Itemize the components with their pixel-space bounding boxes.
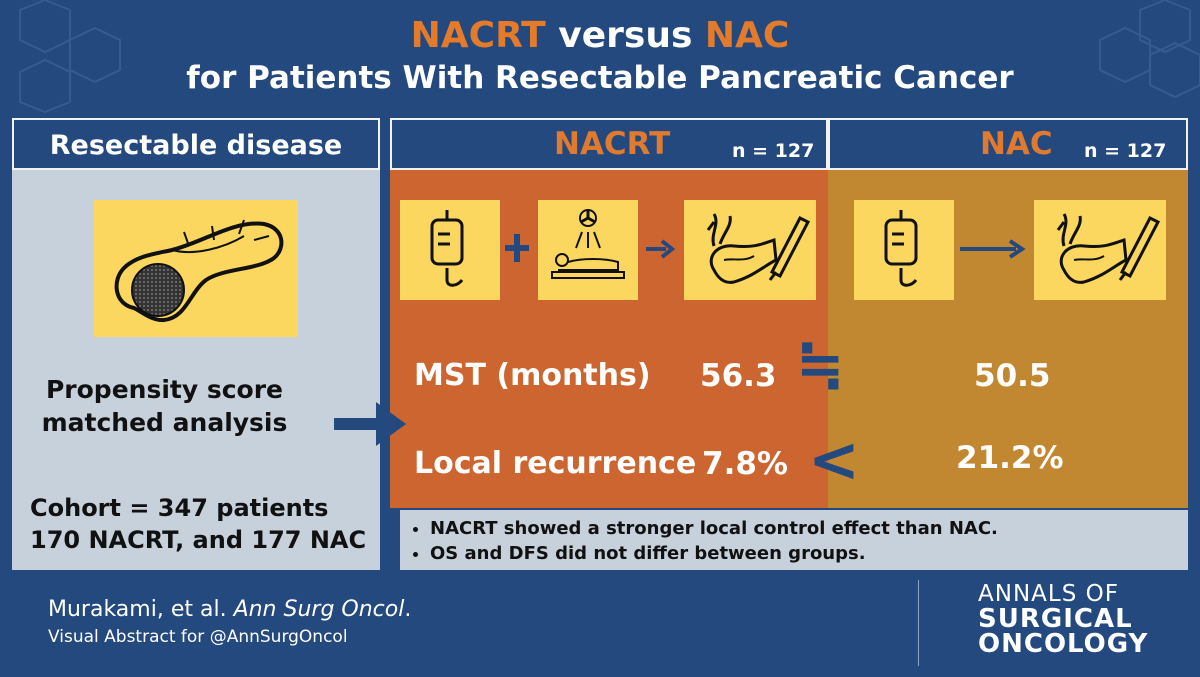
- journal-logo: ANNALS OF SURGICAL ONCOLOGY: [978, 581, 1149, 659]
- logo-line-2: SURGICAL: [978, 604, 1133, 634]
- nacrt-title: NACRT: [554, 126, 671, 162]
- nacrt-header: NACRT n = 127: [390, 118, 828, 170]
- footer-divider: [918, 580, 919, 666]
- plus-icon: [503, 228, 531, 268]
- cohort-line-1: Cohort = 347 patients: [30, 494, 329, 522]
- findings-box: NACRT showed a stronger local control ef…: [400, 510, 1188, 570]
- arrow-right-icon: [958, 238, 1026, 260]
- nacrt-n: n = 127: [732, 140, 815, 162]
- arrow-right-icon: [330, 398, 410, 450]
- pancreas-surgery-icon: [684, 200, 816, 300]
- iv-bag-icon: [400, 200, 500, 300]
- nac-recurrence-value: 21.2%: [956, 440, 1064, 476]
- cohort-line-2: 170 NACRT, and 177 NAC: [30, 526, 367, 554]
- nac-title: NAC: [980, 126, 1053, 162]
- citation-line: Murakami, et al. Ann Surg Oncol.: [48, 596, 411, 624]
- pancreas-tumor-icon: [94, 200, 298, 337]
- recurrence-comparison-symbol: <: [808, 423, 860, 496]
- citation-authors: Murakami, et al.: [48, 597, 234, 622]
- title: NACRT versus NAC for Patients With Resec…: [0, 14, 1200, 98]
- cohort-text: Cohort = 347 patients 170 NACRT, and 177…: [30, 492, 375, 556]
- mst-comparison-symbol: ≒: [796, 330, 845, 398]
- pancreas-surgery-icon: [1034, 200, 1166, 300]
- nacrt-panel: MST (months) 56.3 Local recurrence 7.8%: [390, 170, 828, 508]
- nac-n: n = 127: [1084, 140, 1167, 162]
- finding-1: NACRT showed a stronger local control ef…: [430, 516, 1188, 541]
- nacrt-recurrence-value: 7.8%: [702, 446, 788, 482]
- title-line-1: NACRT versus NAC: [0, 14, 1200, 58]
- iv-bag-icon: [854, 200, 954, 300]
- nac-panel: 50.5 21.2%: [828, 170, 1188, 508]
- radiation-therapy-icon: [538, 200, 638, 300]
- logo-line-1: ANNALS OF: [978, 581, 1119, 607]
- citation-journal: Ann Surg Oncol: [233, 597, 405, 622]
- left-panel: Propensity score matched analysis Cohort…: [12, 170, 380, 570]
- method-line-1: Propensity score: [45, 375, 284, 404]
- finding-2: OS and DFS did not differ between groups…: [430, 541, 1188, 566]
- visual-abstract-credit: Visual Abstract for @AnnSurgOncol: [48, 627, 348, 647]
- logo-line-3: ONCOLOGY: [978, 629, 1149, 659]
- method-line-2: matched analysis: [41, 408, 288, 437]
- citation-end: .: [404, 597, 412, 622]
- title-versus: versus: [545, 15, 705, 56]
- nacrt-mst-value: 56.3: [700, 358, 777, 394]
- citation: Murakami, et al. Ann Surg Oncol. Visual …: [48, 596, 411, 650]
- method-text: Propensity score matched analysis: [12, 373, 317, 439]
- title-term-nacrt: NACRT: [410, 15, 546, 56]
- title-line-2: for Patients With Resectable Pancreatic …: [186, 60, 1014, 96]
- left-panel-header: Resectable disease: [12, 118, 380, 170]
- nac-header: NAC n = 127: [828, 118, 1188, 170]
- arrow-right-icon: [644, 238, 676, 260]
- recurrence-label: Local recurrence: [414, 446, 697, 481]
- title-term-nac: NAC: [704, 15, 790, 56]
- nac-mst-value: 50.5: [974, 358, 1051, 394]
- mst-label: MST (months): [414, 358, 651, 393]
